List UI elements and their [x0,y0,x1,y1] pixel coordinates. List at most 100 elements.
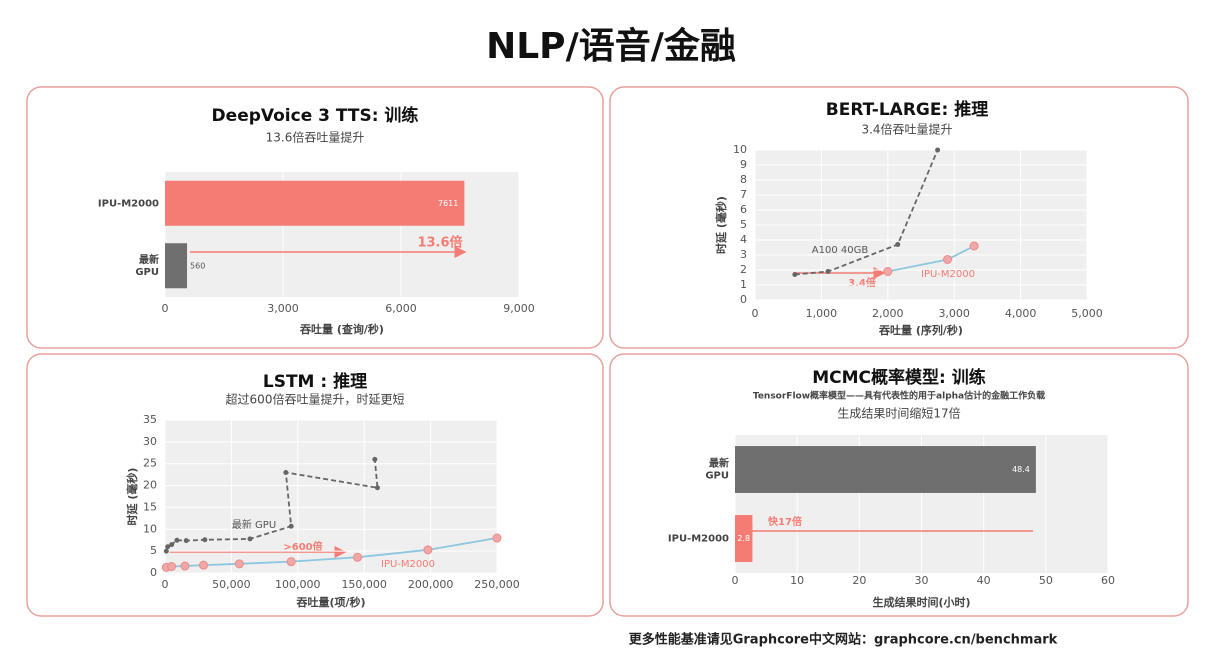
x-tick-label: 60 [1101,574,1115,587]
chart-subtitle: 13.6倍吞吐量提升 [266,130,365,145]
chart-subtitle: 3.4倍吞吐量提升 [861,122,952,137]
y-tick-label: 6 [740,203,747,216]
data-point [199,560,209,570]
data-point [423,545,433,555]
y-tick-label: 9 [740,158,747,171]
data-point [374,485,380,491]
y-tick-label: 8 [740,173,747,186]
data-point [943,255,953,264]
x-tick-label: 0 [162,302,169,315]
y-tick-label: 30 [143,435,157,448]
chart-subtitle: TensorFlow概率模型——具有代表性的用于alpha估计的金融工作负载 [753,390,1045,402]
series-label: IPU-M2000 [381,559,435,570]
series-label: 最新 GPU [232,518,276,531]
page-title: NLP/语音/金融 [486,25,736,67]
x-tick-label: 100,000 [275,578,321,591]
value-label: 48.4 [1012,465,1030,474]
data-point [825,269,831,274]
y-tick-label: 35 [143,413,157,426]
data-point [792,272,798,277]
data-point [969,241,979,251]
x-tick-label: 4,000 [1005,307,1037,320]
x-tick-label: 2,000 [872,307,904,320]
x-tick-label: 40 [977,574,991,587]
bar [735,515,753,562]
y-tick-label: 5 [150,544,157,557]
data-point [165,544,171,550]
data-point [234,559,244,569]
bar [165,243,188,289]
x-tick-label: 50,000 [212,578,251,591]
y-tick-label: 7 [740,188,747,201]
chart-subtitle: 超过600倍吞吐量提升，时延更短 [226,392,405,407]
x-tick-label: 0 [162,578,169,591]
data-point [174,537,180,543]
annotation: 13.6倍 [417,235,462,251]
x-tick-label: 0 [732,574,739,587]
data-point [163,548,169,554]
x-tick-label: 3,000 [938,307,970,320]
category-label: 最新 GPU [705,457,729,482]
y-tick-label: 5 [740,218,747,231]
x-tick-label: 0 [752,307,759,320]
data-point [283,469,289,475]
category-label: 最新 GPU [135,253,159,278]
data-point [883,267,893,276]
chart-title: MCMC概率模型: 训练 [812,367,986,388]
annotation: 快17倍 [767,515,802,528]
annotation: 3.4倍 [848,276,876,289]
bar [735,446,1036,493]
x-tick-label: 30 [915,574,929,587]
data-point [353,552,363,562]
x-axis-label: 吞吐量(项/秒) [296,595,365,609]
value-label: 2.8 [737,534,750,543]
series-line [794,149,939,276]
data-point [895,242,901,247]
x-tick-label: 10 [790,574,804,587]
y-tick-label: 10 [143,522,157,535]
y-tick-label: 25 [143,457,157,470]
x-tick-label: 150,000 [341,578,387,591]
data-point [288,523,294,529]
data-point [372,456,378,462]
y-tick-label: 0 [150,566,157,579]
chart-subtitle: 生成结果时间缩短17倍 [837,406,960,421]
chart-title: DeepVoice 3 TTS: 训练 [212,105,419,126]
x-tick-label: 3,000 [267,302,299,315]
data-point [180,561,190,571]
category-label-line: GPU [135,267,159,278]
data-point [935,147,941,153]
category-label: IPU-M2000 [98,198,159,209]
y-tick-label: 2 [740,263,747,276]
x-tick-label: 200,000 [408,578,454,591]
y-tick-label: 10 [733,143,747,156]
footer: 更多性能基准请见Graphcore中文网站：graphcore.cn/bench… [629,632,1058,648]
data-point [286,557,296,567]
x-axis-label: 生成结果时间(小时) [872,595,970,609]
chart-title: BERT-LARGE: 推理 [826,99,988,120]
x-axis-label: 吞吐量 (查询/秒) [300,322,384,336]
x-tick-label: 5,000 [1071,307,1103,320]
category-label-line: 最新 [139,253,159,266]
x-axis-label: 吞吐量 (序列/秒) [879,323,963,337]
x-tick-label: 50 [1039,574,1053,587]
plot-area [165,420,497,573]
value-label: 560 [190,261,205,270]
series-label: IPU-M2000 [921,269,975,280]
y-tick-label: 1 [740,278,747,291]
value-label: 7611 [438,199,458,208]
y-axis-label: 时延 (毫秒) [714,196,728,254]
data-point [167,561,177,571]
data-point [183,538,189,544]
x-tick-label: 9,000 [503,302,535,315]
data-point [202,537,208,543]
data-point [247,536,253,542]
annotation: >600倍 [283,540,322,553]
data-point [492,533,502,543]
y-tick-label: 20 [143,479,157,492]
x-tick-label: 1,000 [806,307,838,320]
series-label: A100 40GB [812,245,869,256]
category-label: IPU-M2000 [668,534,729,545]
x-tick-label: 250,000 [474,578,520,591]
